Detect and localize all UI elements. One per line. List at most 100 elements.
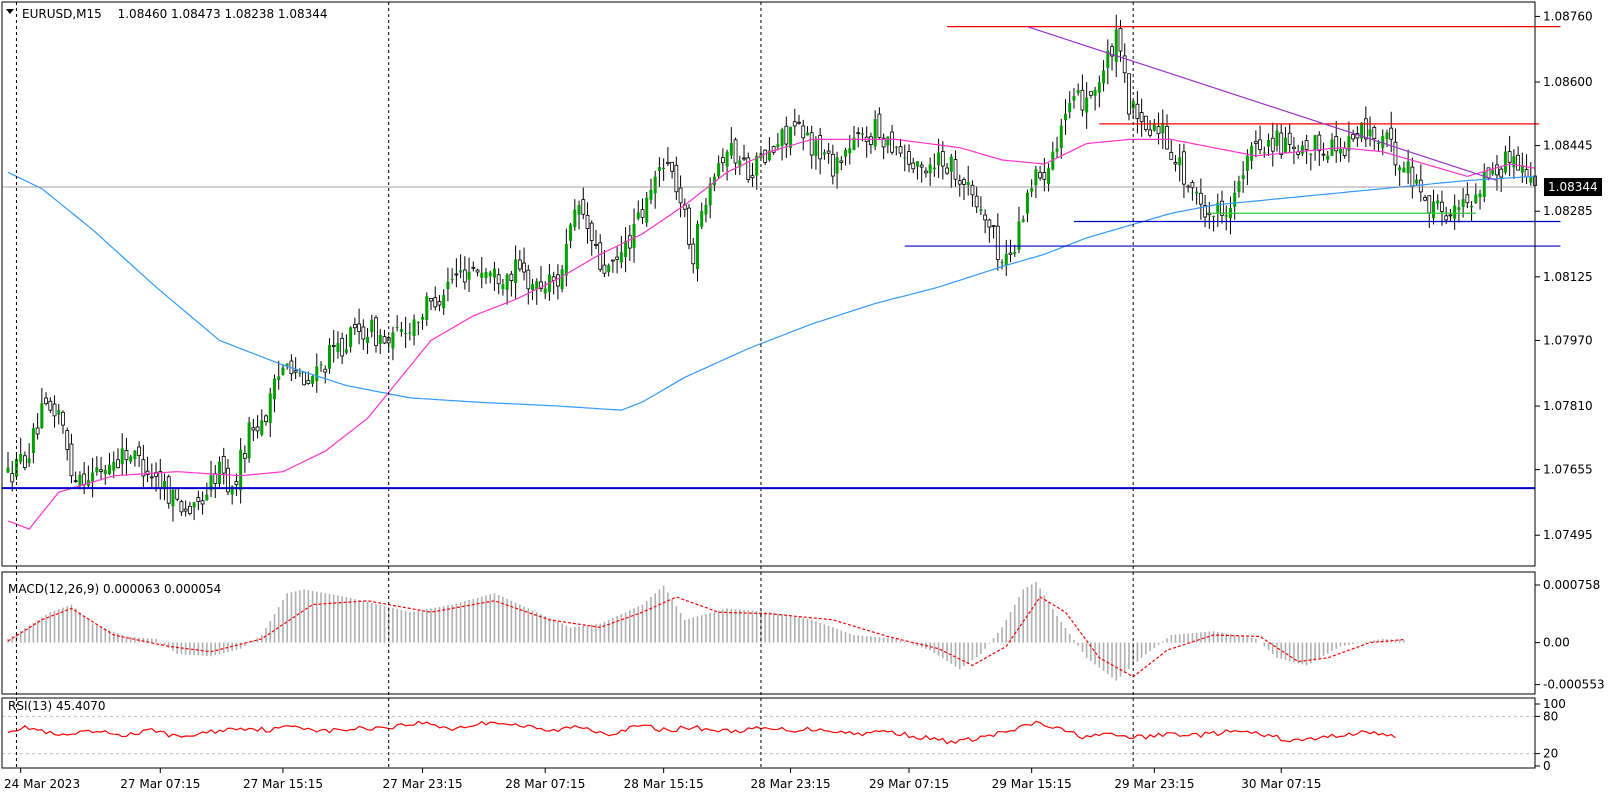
candle-body bbox=[171, 490, 175, 507]
candle bbox=[729, 127, 733, 160]
candle bbox=[543, 281, 547, 300]
candle bbox=[1198, 178, 1203, 220]
candle-body bbox=[700, 211, 704, 227]
candle-body bbox=[1512, 156, 1516, 168]
macd-tick-label: 0.000758 bbox=[1543, 578, 1600, 592]
candle-body bbox=[1410, 166, 1415, 187]
candle bbox=[129, 454, 133, 464]
rsi-frame bbox=[1, 697, 1536, 769]
candle bbox=[1499, 166, 1504, 193]
candle bbox=[239, 438, 243, 504]
candle bbox=[1182, 143, 1186, 198]
candle bbox=[1030, 179, 1034, 198]
candle bbox=[391, 326, 395, 361]
candle bbox=[1321, 142, 1326, 161]
candle-body bbox=[1122, 55, 1127, 74]
candle bbox=[674, 156, 679, 200]
candle bbox=[560, 264, 564, 293]
candle-body bbox=[344, 349, 348, 353]
time-tick-label: 27 Mar 23:15 bbox=[383, 777, 463, 791]
candle-body bbox=[577, 204, 581, 215]
candle-body bbox=[792, 121, 797, 127]
candle-body bbox=[983, 214, 988, 221]
candle bbox=[602, 250, 607, 278]
candle bbox=[1300, 140, 1304, 157]
price-tick-label: 1.08445 bbox=[1543, 139, 1593, 153]
candle-body bbox=[218, 461, 221, 484]
candle bbox=[408, 323, 412, 341]
candle bbox=[932, 153, 936, 177]
candle-body bbox=[357, 323, 361, 332]
candle bbox=[1161, 109, 1165, 150]
candle bbox=[357, 308, 361, 345]
candle bbox=[1080, 74, 1085, 117]
macd-pane bbox=[7, 581, 1405, 681]
ma-slow-line bbox=[7, 171, 1536, 411]
candle-body bbox=[48, 400, 53, 411]
candle-body bbox=[19, 453, 23, 462]
candle-body bbox=[957, 180, 962, 185]
candle-body bbox=[873, 119, 877, 147]
candle bbox=[505, 273, 509, 305]
candle-body bbox=[1478, 193, 1482, 198]
candle bbox=[852, 125, 856, 151]
candle-body bbox=[522, 262, 526, 273]
candle-body bbox=[1114, 29, 1118, 62]
candle bbox=[551, 271, 556, 295]
candle-body bbox=[1304, 140, 1309, 150]
candle-body bbox=[145, 470, 150, 475]
candle bbox=[1402, 161, 1406, 173]
chart-menu-icon[interactable] bbox=[6, 9, 14, 14]
candle-body bbox=[1453, 205, 1457, 219]
candle-body bbox=[776, 144, 780, 148]
candle bbox=[268, 387, 272, 438]
candle-body bbox=[14, 458, 18, 477]
candle bbox=[746, 152, 751, 183]
candle-body bbox=[425, 296, 429, 320]
candle-body bbox=[953, 159, 958, 180]
candle bbox=[953, 150, 958, 187]
candle-body bbox=[1287, 132, 1292, 145]
candle bbox=[488, 270, 492, 284]
candle bbox=[378, 328, 382, 354]
candle bbox=[1507, 135, 1512, 177]
candle-body bbox=[733, 139, 738, 164]
candle-body bbox=[1169, 152, 1174, 160]
candle-body bbox=[615, 256, 620, 260]
candle-body bbox=[454, 273, 459, 276]
candle bbox=[124, 437, 129, 476]
time-tick-label: 30 Mar 07:15 bbox=[1241, 777, 1321, 791]
candle bbox=[27, 443, 31, 467]
candle bbox=[809, 125, 814, 169]
candle-body bbox=[1385, 132, 1389, 140]
candle-body bbox=[717, 163, 721, 177]
candle bbox=[738, 155, 742, 176]
candle bbox=[1245, 149, 1249, 185]
candle bbox=[272, 374, 276, 413]
candle bbox=[569, 223, 573, 249]
candle bbox=[344, 334, 348, 355]
candle bbox=[864, 126, 869, 158]
candle bbox=[662, 158, 666, 181]
candle-body bbox=[1055, 148, 1059, 152]
candle bbox=[717, 155, 721, 180]
candle-body bbox=[780, 129, 784, 146]
candle bbox=[1021, 215, 1025, 223]
candle bbox=[158, 458, 163, 500]
price-frame bbox=[1, 1, 1536, 567]
rsi-tick-label: 0 bbox=[1543, 759, 1551, 773]
time-tick-label: 28 Mar 23:15 bbox=[751, 777, 831, 791]
candle-body bbox=[1195, 191, 1199, 194]
candle bbox=[86, 465, 90, 489]
candle-body bbox=[327, 344, 331, 369]
candle-body bbox=[1262, 152, 1266, 154]
candle bbox=[780, 127, 784, 161]
candle-body bbox=[187, 505, 192, 514]
candle bbox=[6, 452, 10, 474]
candle-body bbox=[894, 146, 898, 148]
candle bbox=[133, 450, 137, 467]
candle-body bbox=[653, 176, 657, 194]
candle bbox=[1220, 190, 1224, 224]
candle-body bbox=[1245, 155, 1249, 171]
candle-body bbox=[1203, 205, 1207, 218]
